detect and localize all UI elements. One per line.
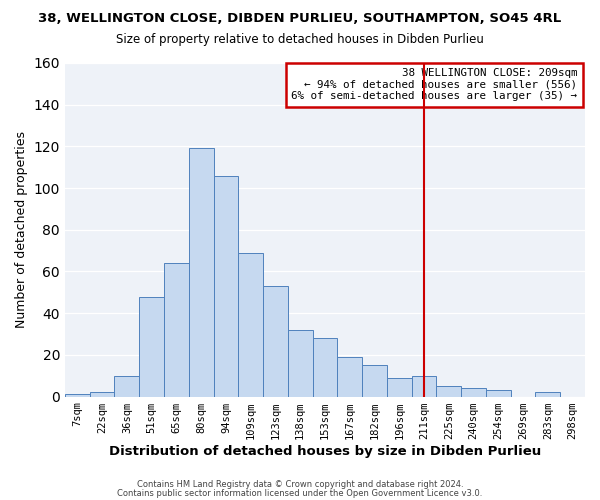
Text: 38, WELLINGTON CLOSE, DIBDEN PURLIEU, SOUTHAMPTON, SO45 4RL: 38, WELLINGTON CLOSE, DIBDEN PURLIEU, SO…: [38, 12, 562, 26]
Bar: [436, 386, 461, 396]
Text: Size of property relative to detached houses in Dibden Purlieu: Size of property relative to detached ho…: [116, 32, 484, 46]
Bar: [189, 148, 214, 396]
Bar: [486, 390, 511, 396]
Text: 38 WELLINGTON CLOSE: 209sqm
← 94% of detached houses are smaller (556)
6% of sem: 38 WELLINGTON CLOSE: 209sqm ← 94% of det…: [291, 68, 577, 101]
Bar: [164, 263, 189, 396]
Bar: [115, 376, 139, 396]
Bar: [535, 392, 560, 396]
Bar: [412, 376, 436, 396]
Bar: [214, 176, 238, 396]
Bar: [65, 394, 89, 396]
Bar: [387, 378, 412, 396]
Text: Contains HM Land Registry data © Crown copyright and database right 2024.: Contains HM Land Registry data © Crown c…: [137, 480, 463, 489]
Bar: [238, 252, 263, 396]
Bar: [288, 330, 313, 396]
Bar: [362, 366, 387, 396]
X-axis label: Distribution of detached houses by size in Dibden Purlieu: Distribution of detached houses by size …: [109, 444, 541, 458]
Bar: [461, 388, 486, 396]
Bar: [337, 357, 362, 397]
Bar: [313, 338, 337, 396]
Bar: [89, 392, 115, 396]
Bar: [263, 286, 288, 397]
Bar: [139, 296, 164, 396]
Y-axis label: Number of detached properties: Number of detached properties: [15, 132, 28, 328]
Text: Contains public sector information licensed under the Open Government Licence v3: Contains public sector information licen…: [118, 489, 482, 498]
